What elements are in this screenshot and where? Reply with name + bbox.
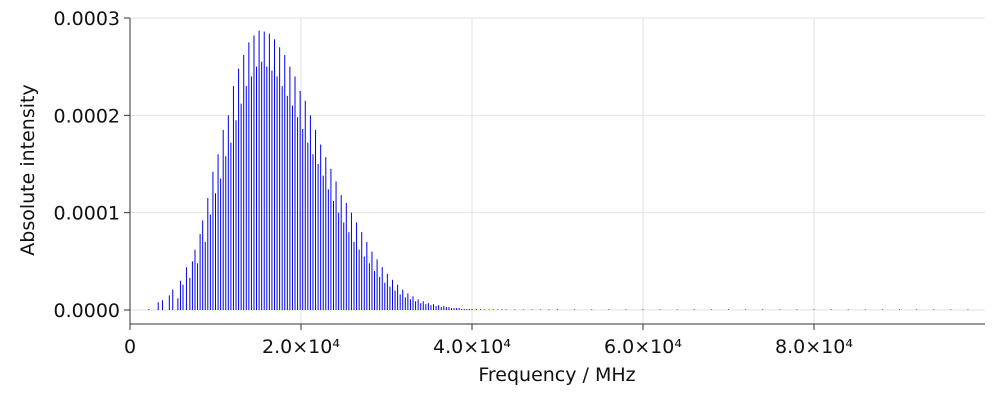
grid (130, 17, 985, 324)
x-tick-label: 2.0×10⁴ (262, 336, 340, 358)
y-tick-label: 0.0001 (54, 203, 120, 225)
x-tick-label: 0 (124, 336, 136, 358)
axes (129, 18, 985, 325)
spectrum-lines (148, 30, 969, 310)
y-axis-title: Absolute intensity (17, 84, 39, 255)
x-tick-label: 4.0×10⁴ (433, 336, 511, 358)
y-tick-label: 0.0000 (54, 300, 120, 322)
x-axis-title: Frequency / MHz (478, 364, 635, 386)
x-ticks: 0 2.0×10⁴ 4.0×10⁴ 6.0×10⁴ 8.0×10⁴ (124, 324, 853, 358)
y-ticks: 0.0000 0.0001 0.0002 0.0003 (54, 8, 130, 322)
x-tick-label: 6.0×10⁴ (604, 336, 682, 358)
x-tick-label: 8.0×10⁴ (775, 336, 853, 358)
y-tick-label: 0.0002 (54, 105, 120, 127)
y-tick-label: 0.0003 (54, 8, 120, 30)
